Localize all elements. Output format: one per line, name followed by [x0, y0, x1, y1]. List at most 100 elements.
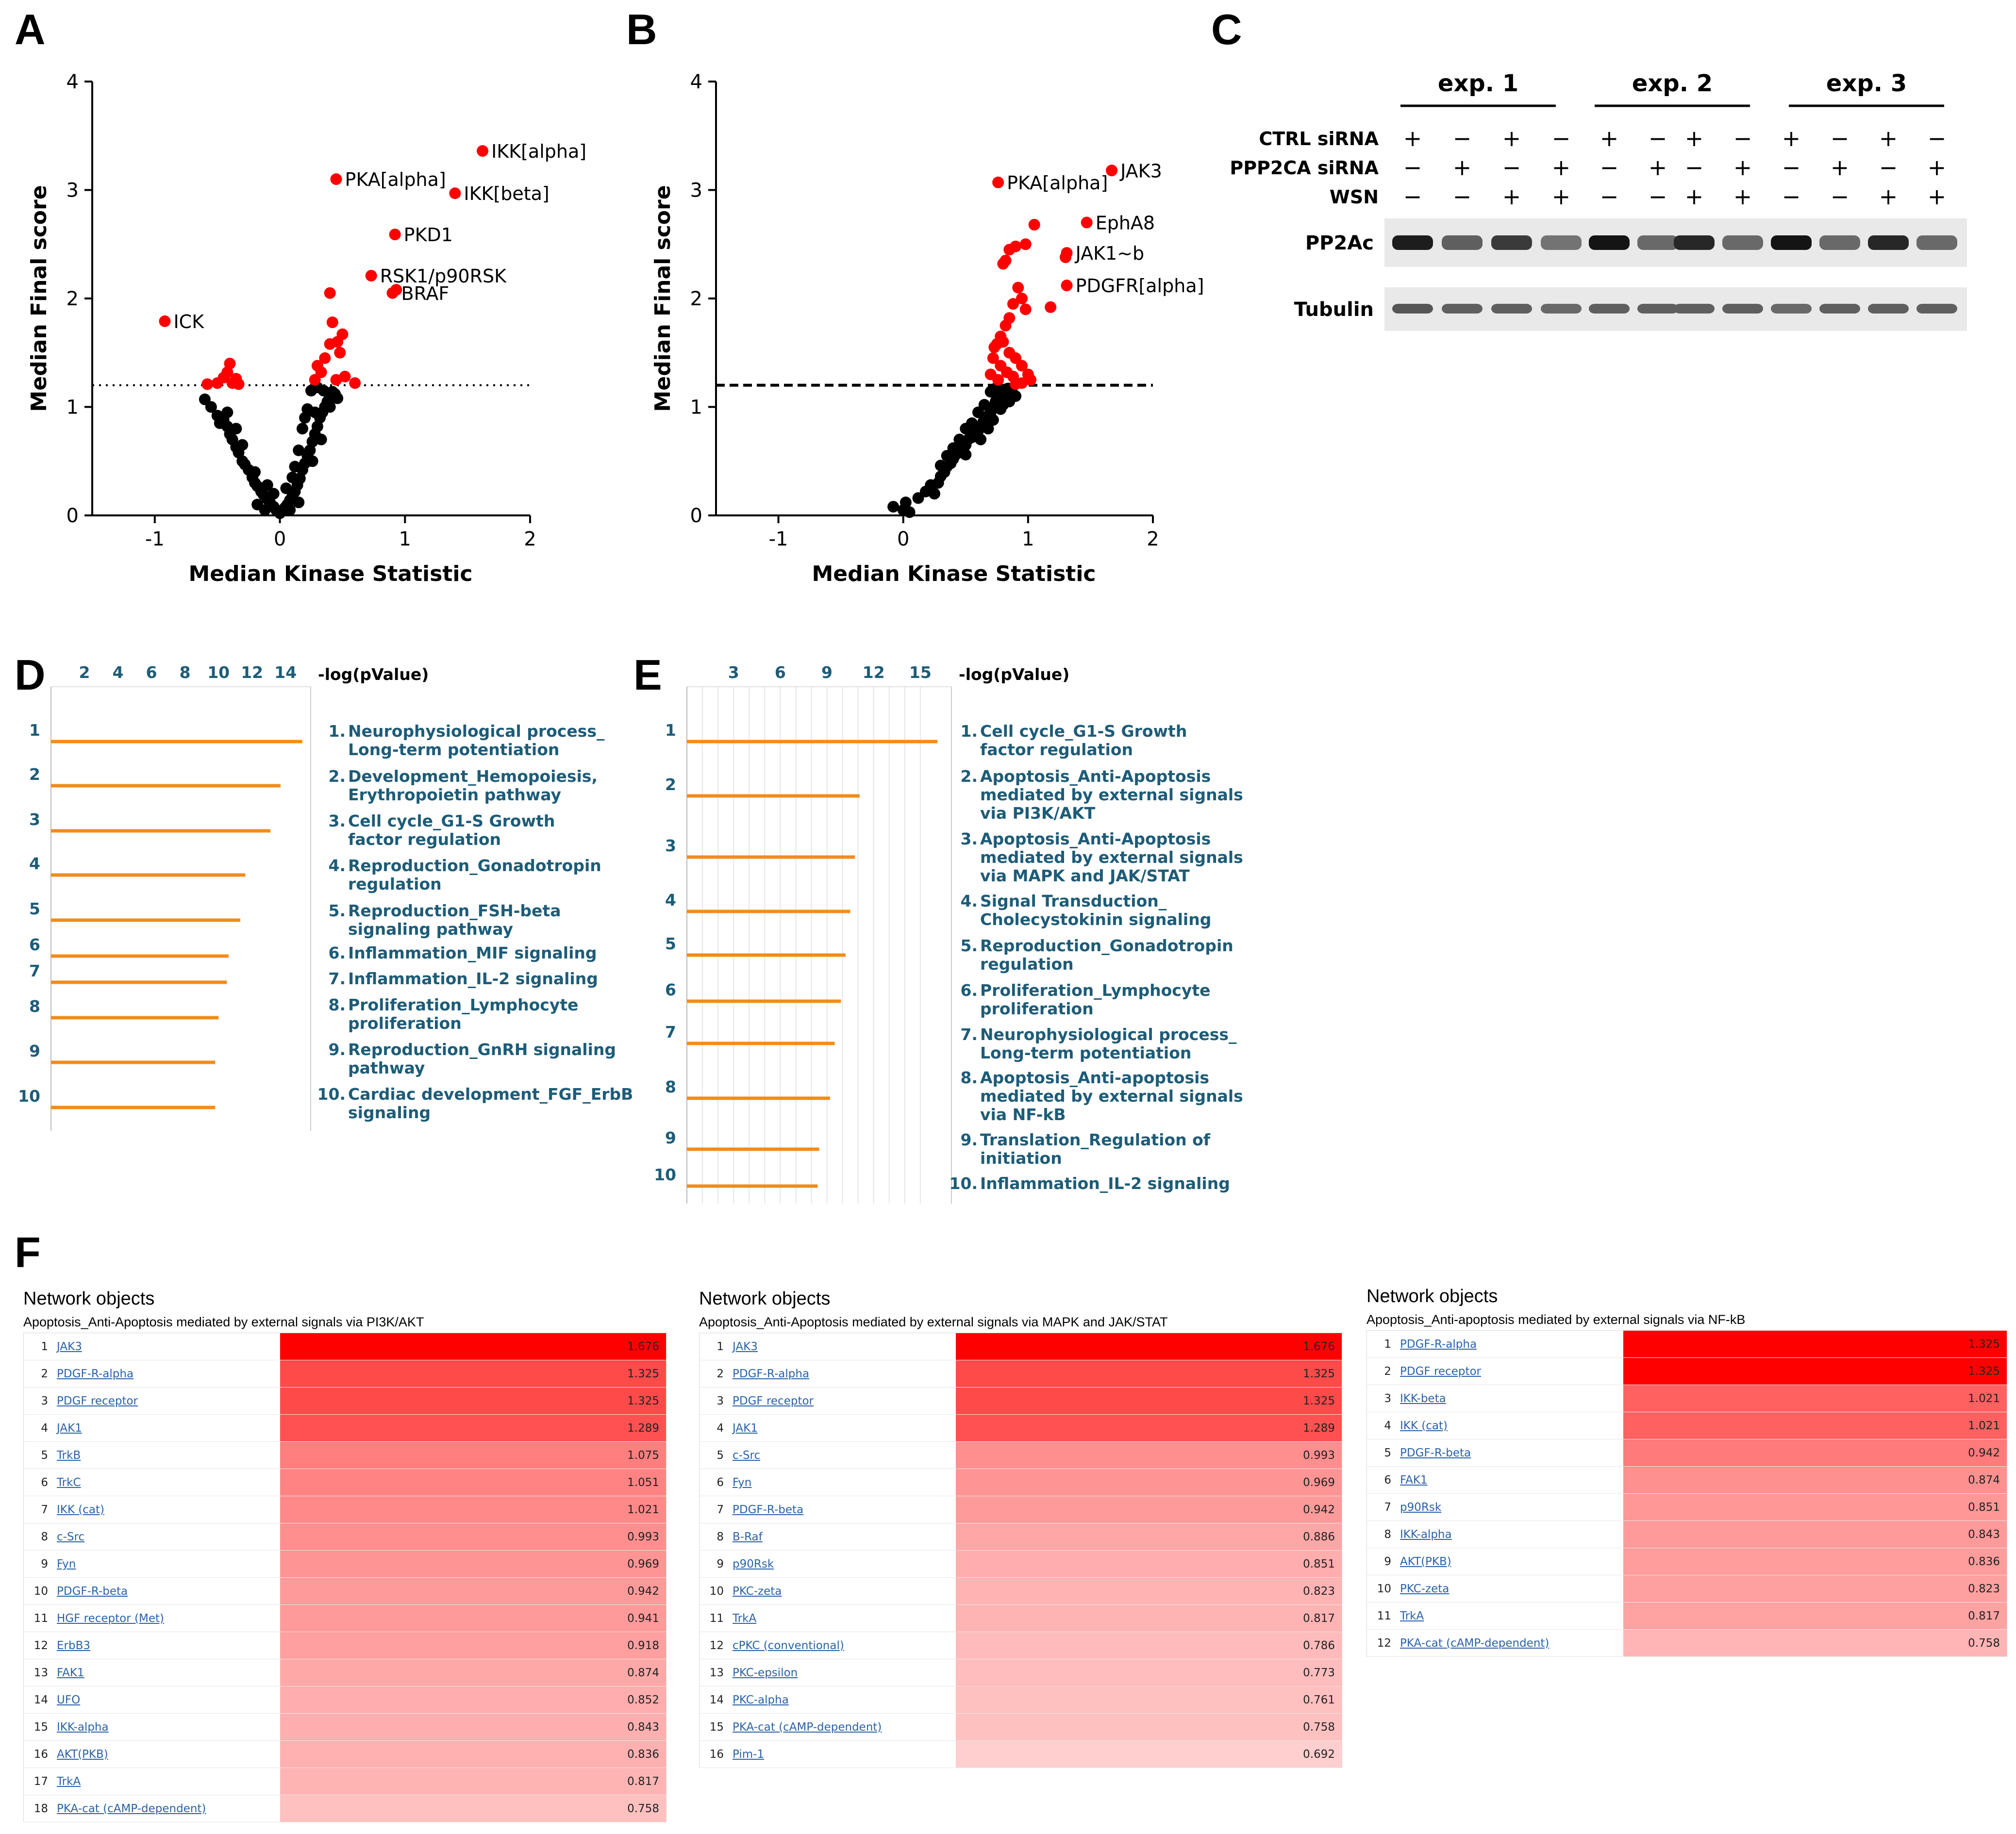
data-point-black: [900, 496, 912, 509]
object-link[interactable]: AKT(PKB): [57, 1748, 108, 1761]
row-number: 4: [29, 854, 40, 873]
object-link[interactable]: Pim-1: [733, 1748, 765, 1761]
object-link[interactable]: IKK-alpha: [57, 1720, 109, 1734]
table-row: 5 PDGF-R-beta 0.942: [1367, 1439, 2007, 1467]
data-point-red: [159, 315, 171, 327]
object-link[interactable]: cPKC (conventional): [733, 1639, 844, 1652]
pathway-number: 6.: [329, 943, 346, 962]
object-link[interactable]: IKK (cat): [57, 1503, 104, 1516]
object-link[interactable]: B-Raf: [733, 1530, 763, 1543]
object-link[interactable]: Fyn: [733, 1476, 752, 1489]
table-row: 9 Fyn 0.969: [24, 1550, 666, 1578]
object-link[interactable]: JAK3: [57, 1340, 82, 1353]
blot-band: [1868, 235, 1909, 250]
x-tick-label: -1: [769, 528, 788, 550]
score-cell: 0.786: [956, 1632, 1342, 1659]
object-link[interactable]: PDGF-R-beta: [733, 1503, 804, 1516]
pathway-label: Neurophysiological process_: [348, 722, 605, 741]
object-link[interactable]: Fyn: [57, 1557, 76, 1570]
data-point-red: [1012, 281, 1024, 294]
row-index: 1: [700, 1333, 731, 1360]
score-cell: 1.325: [1623, 1357, 2007, 1385]
row-number: 4: [665, 891, 676, 909]
data-point-black: [296, 423, 308, 435]
object-link[interactable]: PKC-alpha: [733, 1693, 789, 1706]
object-link[interactable]: JAK1: [57, 1421, 82, 1435]
table-row: 7 IKK (cat) 1.021: [24, 1496, 666, 1523]
object-link[interactable]: PDGF-R-beta: [57, 1585, 128, 1598]
object-link[interactable]: TrkA: [57, 1775, 81, 1788]
object-link[interactable]: PDGF receptor: [1400, 1365, 1481, 1378]
object-link[interactable]: JAK1: [733, 1421, 758, 1435]
score-cell: 0.941: [280, 1604, 666, 1632]
object-link[interactable]: p90Rsk: [733, 1557, 774, 1570]
object-cell: PDGF receptor: [1398, 1357, 1623, 1385]
point-label: BRAF: [401, 283, 450, 304]
data-point-black: [315, 433, 327, 446]
score-cell: 0.692: [956, 1740, 1342, 1768]
table-row: 1 JAK3 1.676: [24, 1333, 666, 1360]
score-cell: 0.969: [280, 1550, 666, 1578]
object-link[interactable]: TrkC: [57, 1476, 81, 1489]
network-table: 1 JAK3 1.676 2 PDGF-R-alpha 1.325 3 PDGF recept…: [700, 1333, 1342, 1768]
panel-label-d: D: [15, 651, 46, 699]
object-link[interactable]: TrkA: [1400, 1609, 1424, 1622]
blot-band: [1442, 235, 1483, 250]
object-link[interactable]: PDGF-R-beta: [1400, 1446, 1471, 1459]
object-link[interactable]: JAK3: [733, 1340, 758, 1353]
object-link[interactable]: AKT(PKB): [1400, 1555, 1451, 1568]
object-link[interactable]: ErbB3: [57, 1639, 90, 1652]
object-link[interactable]: PKA-cat (cAMP-dependent): [733, 1720, 882, 1734]
object-link[interactable]: PKC-epsilon: [733, 1666, 798, 1679]
table-row: 8 B-Raf 0.886: [700, 1523, 1342, 1551]
condition-sign: +: [1928, 154, 1947, 181]
point-label: PKA[alpha]: [1007, 172, 1108, 194]
object-link[interactable]: PDGF receptor: [733, 1394, 814, 1407]
data-point-black: [1003, 396, 1016, 408]
pathway-label: Proliferation_Lymphocyte: [348, 995, 579, 1014]
score-cell: 0.817: [956, 1604, 1342, 1632]
object-link[interactable]: PDGF-R-alpha: [1400, 1338, 1477, 1351]
object-link[interactable]: PKC-zeta: [1400, 1582, 1450, 1595]
data-point-red: [211, 377, 223, 389]
row-index: 2: [700, 1360, 731, 1388]
object-cell: IKK (cat): [1398, 1412, 1623, 1439]
row-index: 3: [1367, 1385, 1398, 1412]
row-number: 6: [29, 935, 40, 954]
condition-sign: +: [1600, 125, 1619, 151]
score-cell: 0.758: [956, 1713, 1342, 1741]
data-point-black: [293, 496, 305, 509]
object-link[interactable]: PDGF-R-alpha: [733, 1367, 810, 1380]
pathway-label: Cell cycle_G1-S Growth: [348, 811, 555, 830]
data-point-red: [334, 347, 346, 359]
object-link[interactable]: PKA-cat (cAMP-dependent): [57, 1802, 206, 1815]
object-link[interactable]: PDGF receptor: [57, 1394, 138, 1407]
object-cell: IKK-beta: [1398, 1385, 1623, 1412]
object-link[interactable]: p90Rsk: [1400, 1501, 1442, 1514]
object-link[interactable]: UFO: [57, 1693, 81, 1706]
object-link[interactable]: IKK-alpha: [1400, 1528, 1452, 1541]
object-link[interactable]: IKK-beta: [1400, 1392, 1446, 1405]
data-point-red: [1019, 238, 1032, 250]
data-point-red: [984, 368, 997, 380]
table-row: 13 FAK1 0.874: [24, 1659, 666, 1686]
object-link[interactable]: FAK1: [57, 1666, 84, 1679]
pathway-label: Reproduction_Gonadotropin: [348, 856, 601, 875]
object-link[interactable]: PKA-cat (cAMP-dependent): [1400, 1636, 1549, 1650]
object-link[interactable]: c-Src: [733, 1449, 761, 1462]
row-index: 7: [1367, 1493, 1398, 1521]
table-row: 7 PDGF-R-beta 0.942: [700, 1496, 1342, 1523]
object-cell: TrkC: [55, 1469, 280, 1496]
object-link[interactable]: TrkB: [57, 1449, 81, 1462]
object-link[interactable]: IKK (cat): [1400, 1419, 1448, 1432]
object-link[interactable]: c-Src: [57, 1530, 85, 1543]
object-link[interactable]: FAK1: [1400, 1473, 1428, 1487]
object-link[interactable]: PKC-zeta: [733, 1585, 782, 1598]
object-link[interactable]: HGF receptor (Met): [57, 1612, 164, 1625]
object-link[interactable]: PDGF-R-alpha: [57, 1367, 134, 1380]
object-cell: c-Src: [731, 1441, 956, 1469]
object-link[interactable]: TrkA: [733, 1612, 757, 1625]
object-cell: HGF receptor (Met): [55, 1604, 280, 1632]
object-cell: FAK1: [55, 1659, 280, 1686]
row-index: 5: [700, 1441, 731, 1469]
